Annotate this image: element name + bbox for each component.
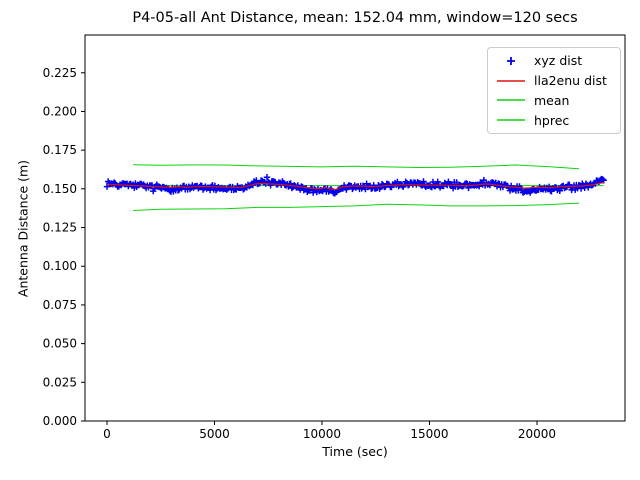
y-tick-label: 0.050 <box>43 337 77 351</box>
x-tick-label: 20000 <box>518 427 556 441</box>
y-tick-label: 0.125 <box>43 221 77 235</box>
green-line-icon <box>497 99 525 102</box>
legend-entry-hprec: hprec <box>496 110 614 130</box>
y-tick-label: 0.150 <box>43 182 77 196</box>
plus-marker-icon <box>507 56 515 65</box>
legend-label: lla2enu dist <box>534 73 607 89</box>
x-tick-label: 5000 <box>199 427 230 441</box>
legend-entry-xyz-dist: xyz dist <box>496 51 614 71</box>
chart-title: P4-05-all Ant Distance, mean: 152.04 mm,… <box>132 10 578 26</box>
legend-entry-lla2enu-dist: lla2enu dist <box>496 71 614 91</box>
y-tick-label: 0.000 <box>43 414 77 428</box>
hprec-upper-line <box>133 164 580 170</box>
x-tick-label: 10000 <box>303 427 341 441</box>
legend-entry-mean: mean <box>496 91 614 111</box>
legend-label: mean <box>534 92 570 108</box>
y-tick-label: 0.100 <box>43 259 77 273</box>
y-tick-label: 0.225 <box>43 66 77 80</box>
x-axis-label: Time (sec) <box>322 444 388 459</box>
y-tick-label: 0.200 <box>43 104 77 118</box>
green-line-icon <box>497 119 525 121</box>
lla2enu-dist-line <box>106 182 604 191</box>
axes-spines <box>84 34 626 422</box>
legend-label: xyz dist <box>534 53 583 69</box>
y-tick-label: 0.075 <box>43 298 77 312</box>
legend: xyz dist lla2enu dist mean hprec <box>487 47 621 134</box>
hprec-lower-line <box>133 202 580 211</box>
red-line-icon <box>497 79 525 82</box>
y-tick-label: 0.025 <box>43 375 77 389</box>
y-tick-label: 0.175 <box>43 143 77 157</box>
x-tick-label: 15000 <box>410 427 448 441</box>
x-tick-label: 0 <box>103 427 111 441</box>
legend-label: hprec <box>534 112 570 128</box>
